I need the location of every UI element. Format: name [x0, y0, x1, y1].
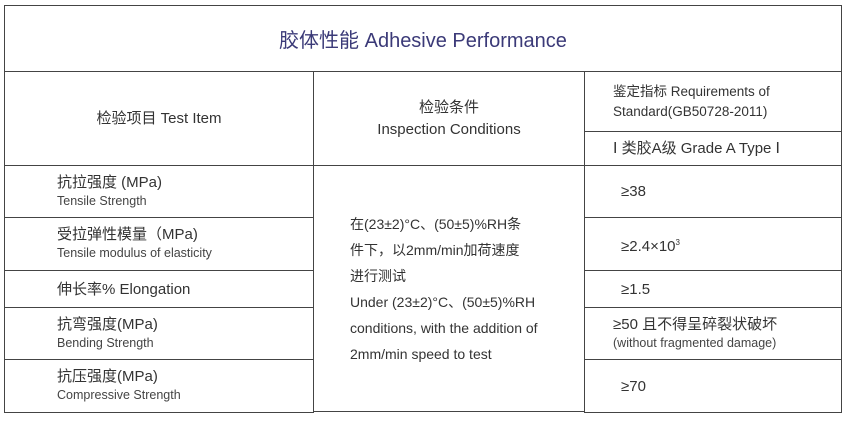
item-en: Tensile modulus of elasticity — [57, 246, 212, 260]
item-zh: 抗压强度(MPa) — [57, 368, 158, 385]
test-item-cell: 受拉弹性模量（MPa) Tensile modulus of elasticity — [4, 217, 314, 271]
item-en: Bending Strength — [57, 335, 154, 350]
item-zh: 受拉弹性模量（MPa) — [57, 226, 198, 243]
item-en: Tensile Strength — [57, 193, 147, 208]
item-zh: 抗弯强度(MPa) — [57, 315, 158, 333]
condition-line: 在(23±2)°C、(50±5)%RH条 — [350, 215, 522, 232]
inspection-conditions-cell: 在(23±2)°C、(50±5)%RH条 件下，以2mm/min加荷速度 进行测… — [313, 165, 585, 412]
header-text: 检验项目 Test Item — [96, 109, 222, 127]
requirement-value: ≥70 — [621, 377, 841, 396]
condition-line: 进行测试 — [350, 267, 406, 284]
table-title: 胶体性能 Adhesive Performance — [4, 5, 842, 72]
requirement-note: (without fragmented damage) — [613, 335, 777, 350]
requirement-cell: ≥38 — [584, 165, 842, 218]
exponent: 3 — [675, 237, 680, 247]
requirement-text: ≥50 且不得呈碎裂状破坏 — [613, 315, 778, 333]
header-text: Ⅰ 类胶A级 Grade A Type Ⅰ — [613, 140, 780, 157]
header-text: 鉴定指标 Requirements of Standard(GB50728-20… — [613, 83, 770, 119]
condition-line: conditions, with the addition of — [350, 319, 538, 336]
test-item-cell: 抗弯强度(MPa) Bending Strength — [4, 307, 314, 360]
condition-line: 件下，以2mm/min加荷速度 — [350, 241, 520, 258]
header-text: 检验条件 — [418, 98, 479, 116]
requirement-cell: ≥50 且不得呈碎裂状破坏 (without fragmented damage) — [584, 307, 842, 360]
requirement-value: ≥1.5 — [621, 280, 841, 299]
test-item-cell: 抗压强度(MPa) Compressive Strength — [4, 359, 314, 413]
test-item-cell: 伸长率% Elongation — [4, 270, 314, 308]
test-item-cell: 抗拉强度 (MPa) Tensile Strength — [4, 165, 314, 218]
header-conditions: 检验条件 Inspection Conditions — [313, 71, 585, 166]
requirement-value: ≥2.4×103 — [621, 233, 841, 256]
header-text: Inspection Conditions — [377, 120, 521, 138]
requirement-value: ≥38 — [621, 182, 841, 201]
item-zh: 抗拉强度 (MPa) — [57, 173, 163, 191]
requirement-text: ≥70 — [621, 377, 646, 395]
item-en: Compressive Strength — [57, 388, 181, 402]
item-zh: 伸长率% Elongation — [57, 280, 191, 298]
requirement-cell: ≥1.5 — [584, 270, 842, 308]
header-grade: Ⅰ 类胶A级 Grade A Type Ⅰ — [584, 131, 842, 166]
title-text: 胶体性能 Adhesive Performance — [279, 30, 567, 52]
requirement-cell: ≥70 — [584, 359, 842, 413]
condition-line: Under (23±2)°C、(50±5)%RH — [350, 293, 536, 310]
requirement-value: ≥50 且不得呈碎裂状破坏 — [613, 315, 841, 334]
header-test-item: 检验项目 Test Item — [4, 71, 314, 166]
requirement-text: ≥38 — [621, 183, 646, 200]
requirement-text: ≥1.5 — [621, 280, 651, 298]
condition-line: 2mm/min speed to test — [350, 345, 492, 362]
requirement-text: ≥2.4×10 — [621, 237, 676, 255]
requirement-cell: ≥2.4×103 — [584, 217, 842, 271]
header-requirements: 鉴定指标 Requirements of Standard(GB50728-20… — [584, 71, 842, 132]
